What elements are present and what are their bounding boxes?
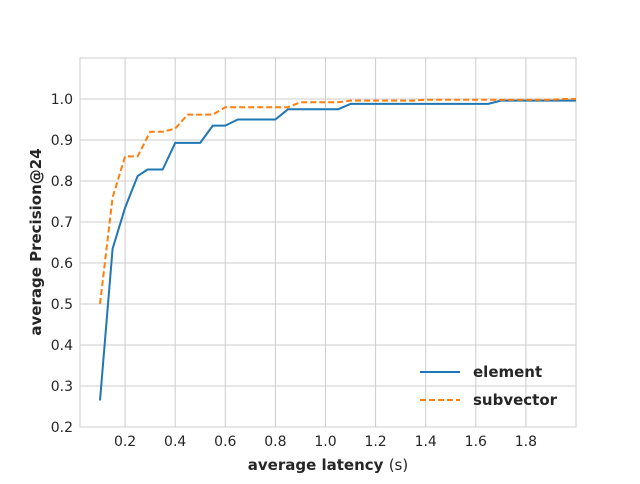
x-axis-label: average latency (s) — [248, 456, 408, 474]
x-tick-label: 1.6 — [465, 434, 487, 450]
y-tick-label: 0.8 — [51, 174, 73, 190]
x-axis-ticks: 0.2 0.4 0.6 0.8 1.0 1.2 1.4 1.6 1.8 — [114, 434, 537, 450]
x-tick-label: 0.8 — [264, 434, 286, 450]
series-line-subvector — [99, 98, 576, 305]
y-tick-label: 0.9 — [51, 133, 73, 149]
y-tick-label: 0.6 — [51, 256, 73, 272]
y-tick-label: 0.5 — [51, 297, 73, 313]
y-tick-label: 1.0 — [51, 92, 73, 108]
x-tick-label: 0.6 — [214, 434, 236, 450]
y-tick-label: 0.2 — [51, 420, 73, 436]
x-tick-label: 0.4 — [164, 434, 186, 450]
legend: element subvector — [420, 363, 558, 409]
x-tick-label: 0.2 — [114, 434, 136, 450]
y-tick-label: 0.3 — [51, 379, 73, 395]
series-layer — [99, 98, 576, 401]
x-tick-label: 1.0 — [314, 434, 336, 450]
series-line-element — [99, 99, 576, 401]
legend-element-label: element — [473, 363, 542, 381]
y-axis-ticks: 0.2 0.3 0.4 0.5 0.6 0.7 0.8 0.9 1.0 — [51, 92, 73, 436]
y-tick-label: 0.7 — [51, 215, 73, 231]
legend-subvector-label: subvector — [473, 391, 558, 409]
x-tick-label: 1.4 — [415, 434, 437, 450]
plot-frame — [79, 57, 577, 428]
x-tick-label: 1.2 — [364, 434, 386, 450]
y-axis-label: average Precision@24 — [27, 148, 45, 335]
y-tick-label: 0.4 — [51, 338, 73, 354]
x-tick-label: 1.8 — [515, 434, 537, 450]
